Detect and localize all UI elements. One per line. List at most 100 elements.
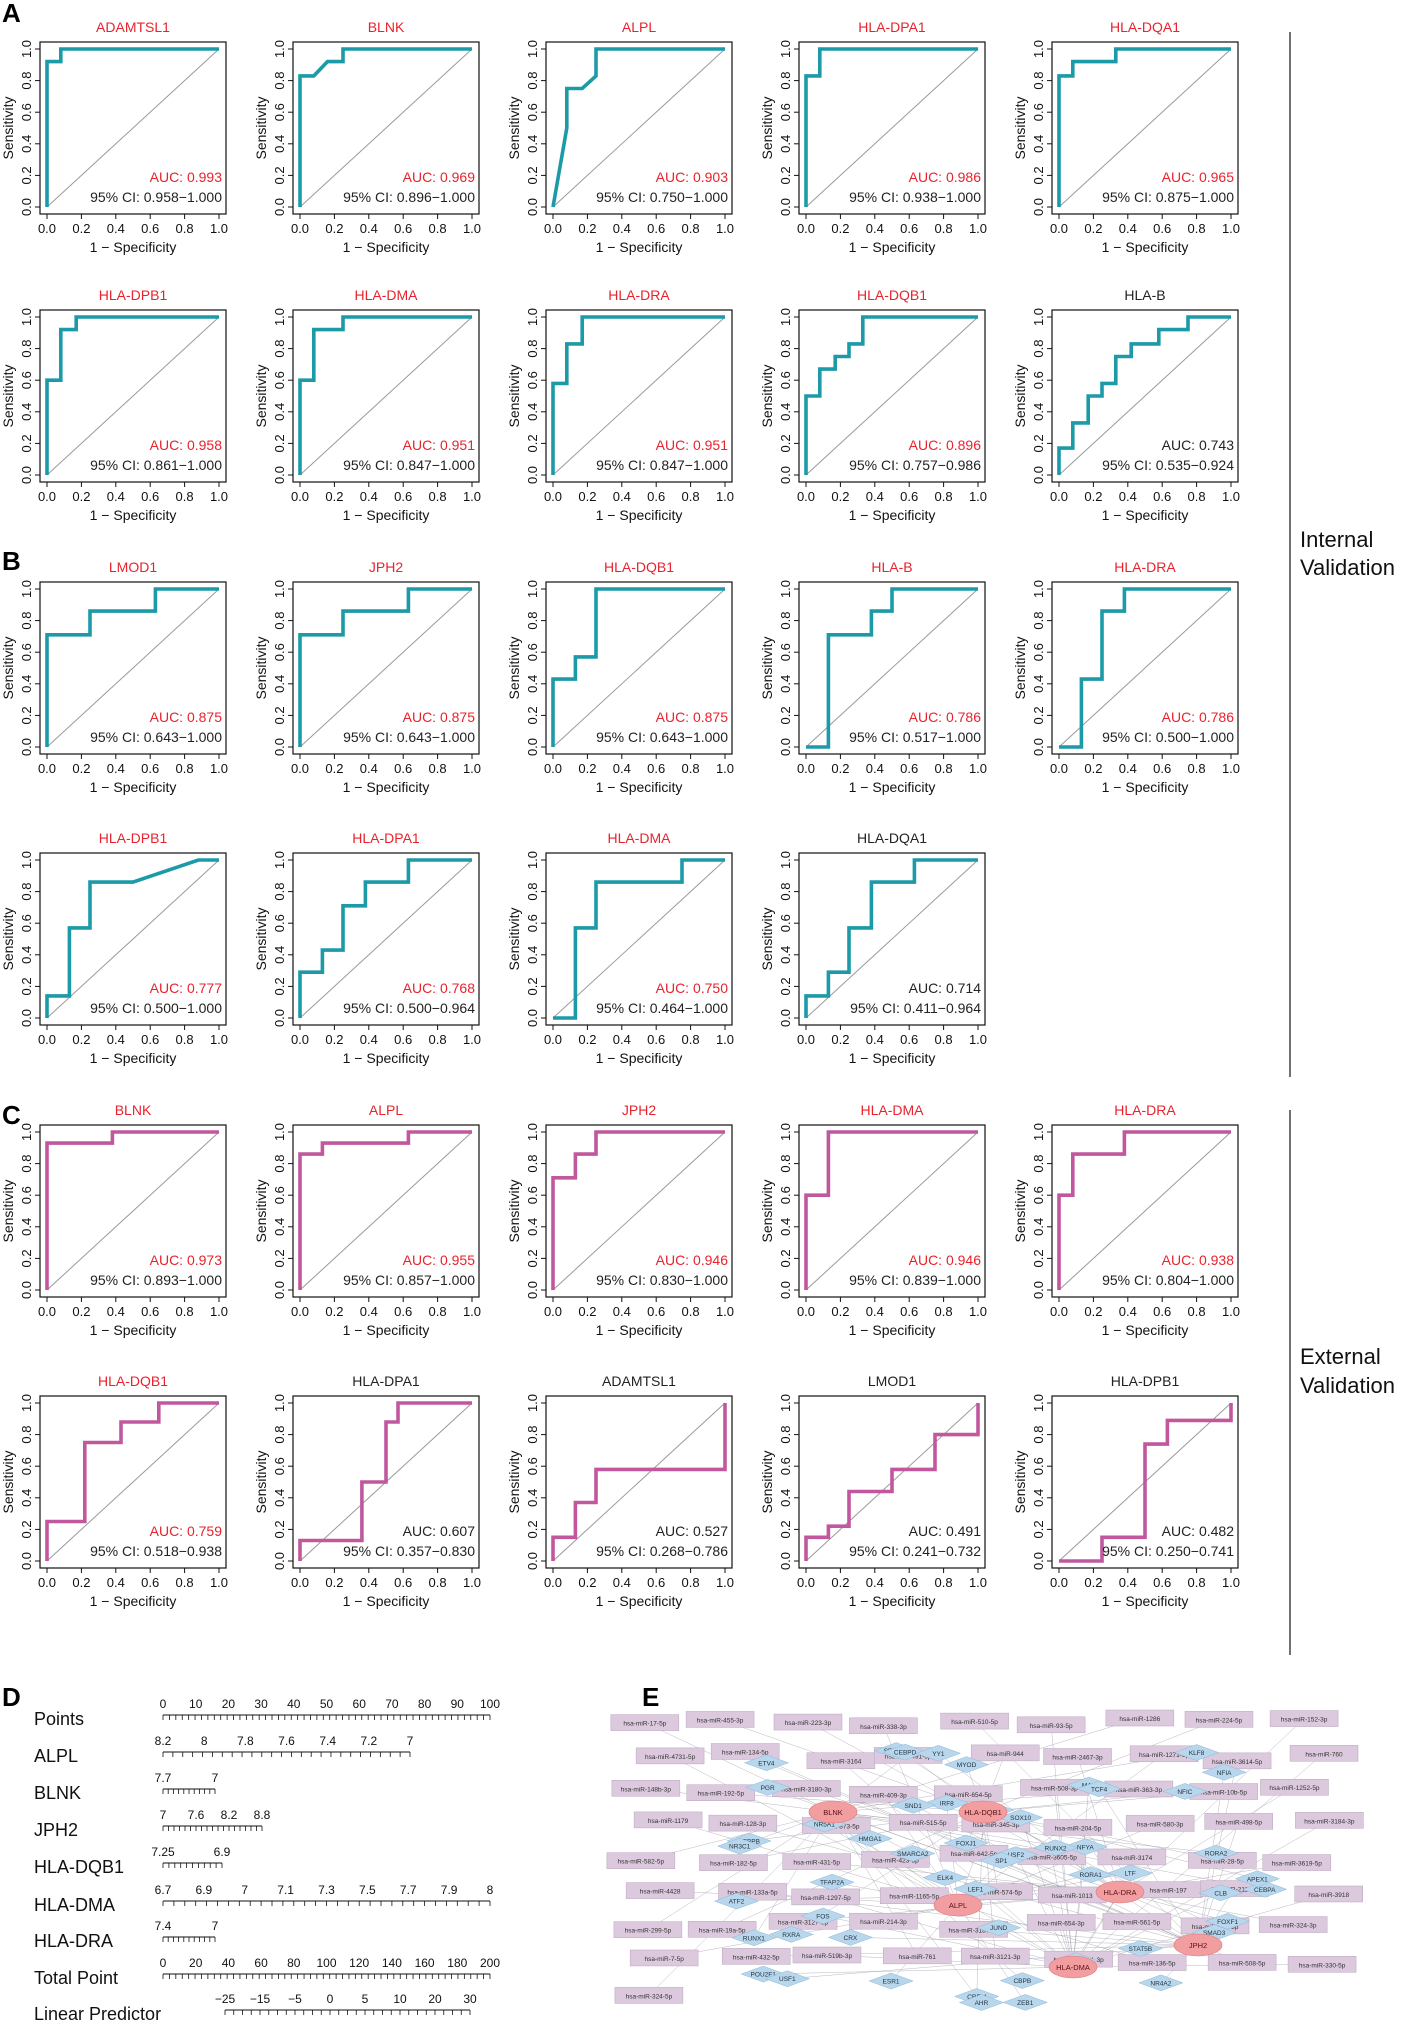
x-tick-label: 0.6 xyxy=(141,1304,159,1319)
ci-label: 95% CI: 0.411−0.964 xyxy=(850,1000,981,1016)
tf-node: JUND xyxy=(975,1919,1022,1936)
x-tick-label: 1.0 xyxy=(210,1304,228,1319)
y-tick-label: 0.6 xyxy=(272,1186,287,1204)
plot-title: ALPL xyxy=(369,1102,403,1118)
svg-text:hsa-miR-1179: hsa-miR-1179 xyxy=(648,1818,689,1825)
x-tick-label: 0.6 xyxy=(900,221,918,236)
nomogram-row-linear-predictor: Linear Predictor −25 −15 −5 0 5 10 20 30 xyxy=(34,1992,477,2024)
roc-curve xyxy=(45,47,219,207)
svg-text:CLB: CLB xyxy=(1214,1890,1227,1897)
y-tick-label: 0.0 xyxy=(1031,198,1046,216)
y-tick-label: 0.0 xyxy=(19,198,34,216)
x-tick-label: 0.0 xyxy=(797,221,815,236)
y-tick-label: 0.8 xyxy=(525,612,540,630)
y-tick-label: 0.0 xyxy=(778,1009,793,1027)
x-axis-label: 1 − Specificity xyxy=(596,239,683,255)
y-tick-label: 0.4 xyxy=(1031,675,1046,693)
roc-plot-hla-b: HLA-B AUC: 0.743 95% CI: 0.535−0.924 0.0 0.0… xyxy=(1012,287,1240,523)
y-tick-label: 1.0 xyxy=(19,40,34,58)
x-tick-label: 0.0 xyxy=(291,1575,309,1590)
plot-frame xyxy=(798,1124,986,1298)
diagonal-reference-line xyxy=(46,1402,220,1562)
tf-node: ETV4 xyxy=(743,1754,790,1772)
roc-curve xyxy=(551,587,725,747)
roc-curve xyxy=(1057,1130,1231,1290)
y-tick-label: 0.6 xyxy=(272,371,287,389)
x-tick-label: 1.0 xyxy=(463,1575,481,1590)
x-axis-label: 1 − Specificity xyxy=(343,239,430,255)
y-tick-label: 0.8 xyxy=(19,612,34,630)
y-axis-label: Sensitivity xyxy=(253,96,269,159)
svg-text:hsa-miR-17-5p: hsa-miR-17-5p xyxy=(623,1721,666,1728)
svg-text:hsa-miR-2467-3p: hsa-miR-2467-3p xyxy=(1052,1755,1103,1762)
x-tick-label: 0.2 xyxy=(831,1032,849,1047)
y-tick-label: 0.8 xyxy=(778,883,793,901)
auc-label: AUC: 0.896 xyxy=(909,437,982,453)
diagonal-reference-line xyxy=(805,859,979,1019)
x-tick-label: 0.6 xyxy=(394,1304,412,1319)
y-tick-label: 0.2 xyxy=(19,706,34,724)
mirna-node: hsa-miR-192-5p xyxy=(686,1784,756,1801)
tf-node: ATF2 xyxy=(713,1892,760,1910)
nomogram-tick-label: 140 xyxy=(382,1956,402,1970)
auc-label: AUC: 0.527 xyxy=(656,1523,729,1539)
svg-text:hsa-miR-3614-5p: hsa-miR-3614-5p xyxy=(1212,1759,1263,1766)
x-axis-label: 1 − Specificity xyxy=(596,507,683,523)
y-axis-label: Sensitivity xyxy=(0,907,16,970)
y-tick-label: 1.0 xyxy=(525,580,540,598)
y-tick-label: 0.6 xyxy=(19,1457,34,1475)
ci-label: 95% CI: 0.518−0.938 xyxy=(90,1543,222,1559)
x-tick-label: 1.0 xyxy=(969,1304,987,1319)
y-tick-label: 0.0 xyxy=(19,1281,34,1299)
mirna-node: hsa-miR-182-5p xyxy=(699,1854,768,1871)
roc-plot-hla-dma: HLA-DMA AUC: 0.946 95% CI: 0.839−1.000 0.0 0… xyxy=(759,1102,987,1338)
x-tick-label: 0.0 xyxy=(291,761,309,776)
x-tick-label: 0.6 xyxy=(647,1575,665,1590)
y-tick-label: 0.6 xyxy=(778,371,793,389)
svg-text:RORA2: RORA2 xyxy=(1205,1851,1228,1858)
nomogram-tick-label: 6.7 xyxy=(155,1883,172,1897)
x-tick-label: 0.2 xyxy=(831,1304,849,1319)
nomogram-tick-label: 7.25 xyxy=(151,1845,175,1859)
svg-text:hsa-miR-944: hsa-miR-944 xyxy=(987,1751,1025,1758)
svg-text:LEF1: LEF1 xyxy=(968,1886,984,1893)
x-tick-label: 0.8 xyxy=(176,221,194,236)
y-tick-label: 0.4 xyxy=(525,135,540,153)
x-tick-label: 0.4 xyxy=(866,1032,884,1047)
svg-text:hsa-miR-3127-5p: hsa-miR-3127-5p xyxy=(778,1919,829,1926)
x-tick-label: 1.0 xyxy=(463,489,481,504)
y-tick-label: 0.8 xyxy=(272,340,287,358)
hub-gene-node: JPH2 xyxy=(1173,1933,1223,1957)
svg-text:TCF4: TCF4 xyxy=(1091,1786,1108,1793)
x-tick-label: 0.2 xyxy=(1084,761,1102,776)
roc-plot-adamtsl1: ADAMTSL1 AUC: 0.993 95% CI: 0.958−1.000 0.0… xyxy=(0,19,228,255)
y-tick-label: 1.0 xyxy=(778,1394,793,1412)
x-tick-label: 0.4 xyxy=(613,489,631,504)
tf-node: KLF8 xyxy=(1173,1744,1220,1761)
x-tick-label: 0.0 xyxy=(1050,1575,1068,1590)
network-edge xyxy=(973,1929,1199,1946)
nomogram-row-label: Total Point xyxy=(34,1968,118,1988)
x-tick-label: 1.0 xyxy=(210,1032,228,1047)
ci-label: 95% CI: 0.268−0.786 xyxy=(596,1543,728,1559)
x-tick-label: 0.6 xyxy=(394,1575,412,1590)
nomogram-tick-label: 30 xyxy=(463,1992,477,2006)
x-tick-label: 0.4 xyxy=(613,221,631,236)
mirna-node: hsa-miR-3184-3p xyxy=(1295,1812,1364,1829)
y-axis-label: Sensitivity xyxy=(1012,1450,1028,1513)
svg-text:FOXJ1: FOXJ1 xyxy=(956,1841,977,1848)
roc-curve xyxy=(45,1130,219,1290)
x-tick-label: 0.2 xyxy=(1084,489,1102,504)
tf-node: RORA1 xyxy=(1067,1866,1114,1883)
tf-node: RUNX2 xyxy=(1032,1839,1079,1857)
nomogram-tick-label: 200 xyxy=(480,1956,500,1970)
x-tick-label: 0.0 xyxy=(797,1575,815,1590)
plot-frame xyxy=(1051,1124,1239,1298)
y-tick-label: 0.4 xyxy=(525,675,540,693)
plot-title: HLA-DPB1 xyxy=(99,830,168,846)
x-tick-label: 0.8 xyxy=(429,1575,447,1590)
mirna-node: hsa-miR-508-5p xyxy=(1207,1954,1277,1971)
y-tick-label: 0.2 xyxy=(778,1520,793,1538)
y-tick-label: 0.6 xyxy=(272,1457,287,1475)
network-edge xyxy=(832,1811,982,2003)
